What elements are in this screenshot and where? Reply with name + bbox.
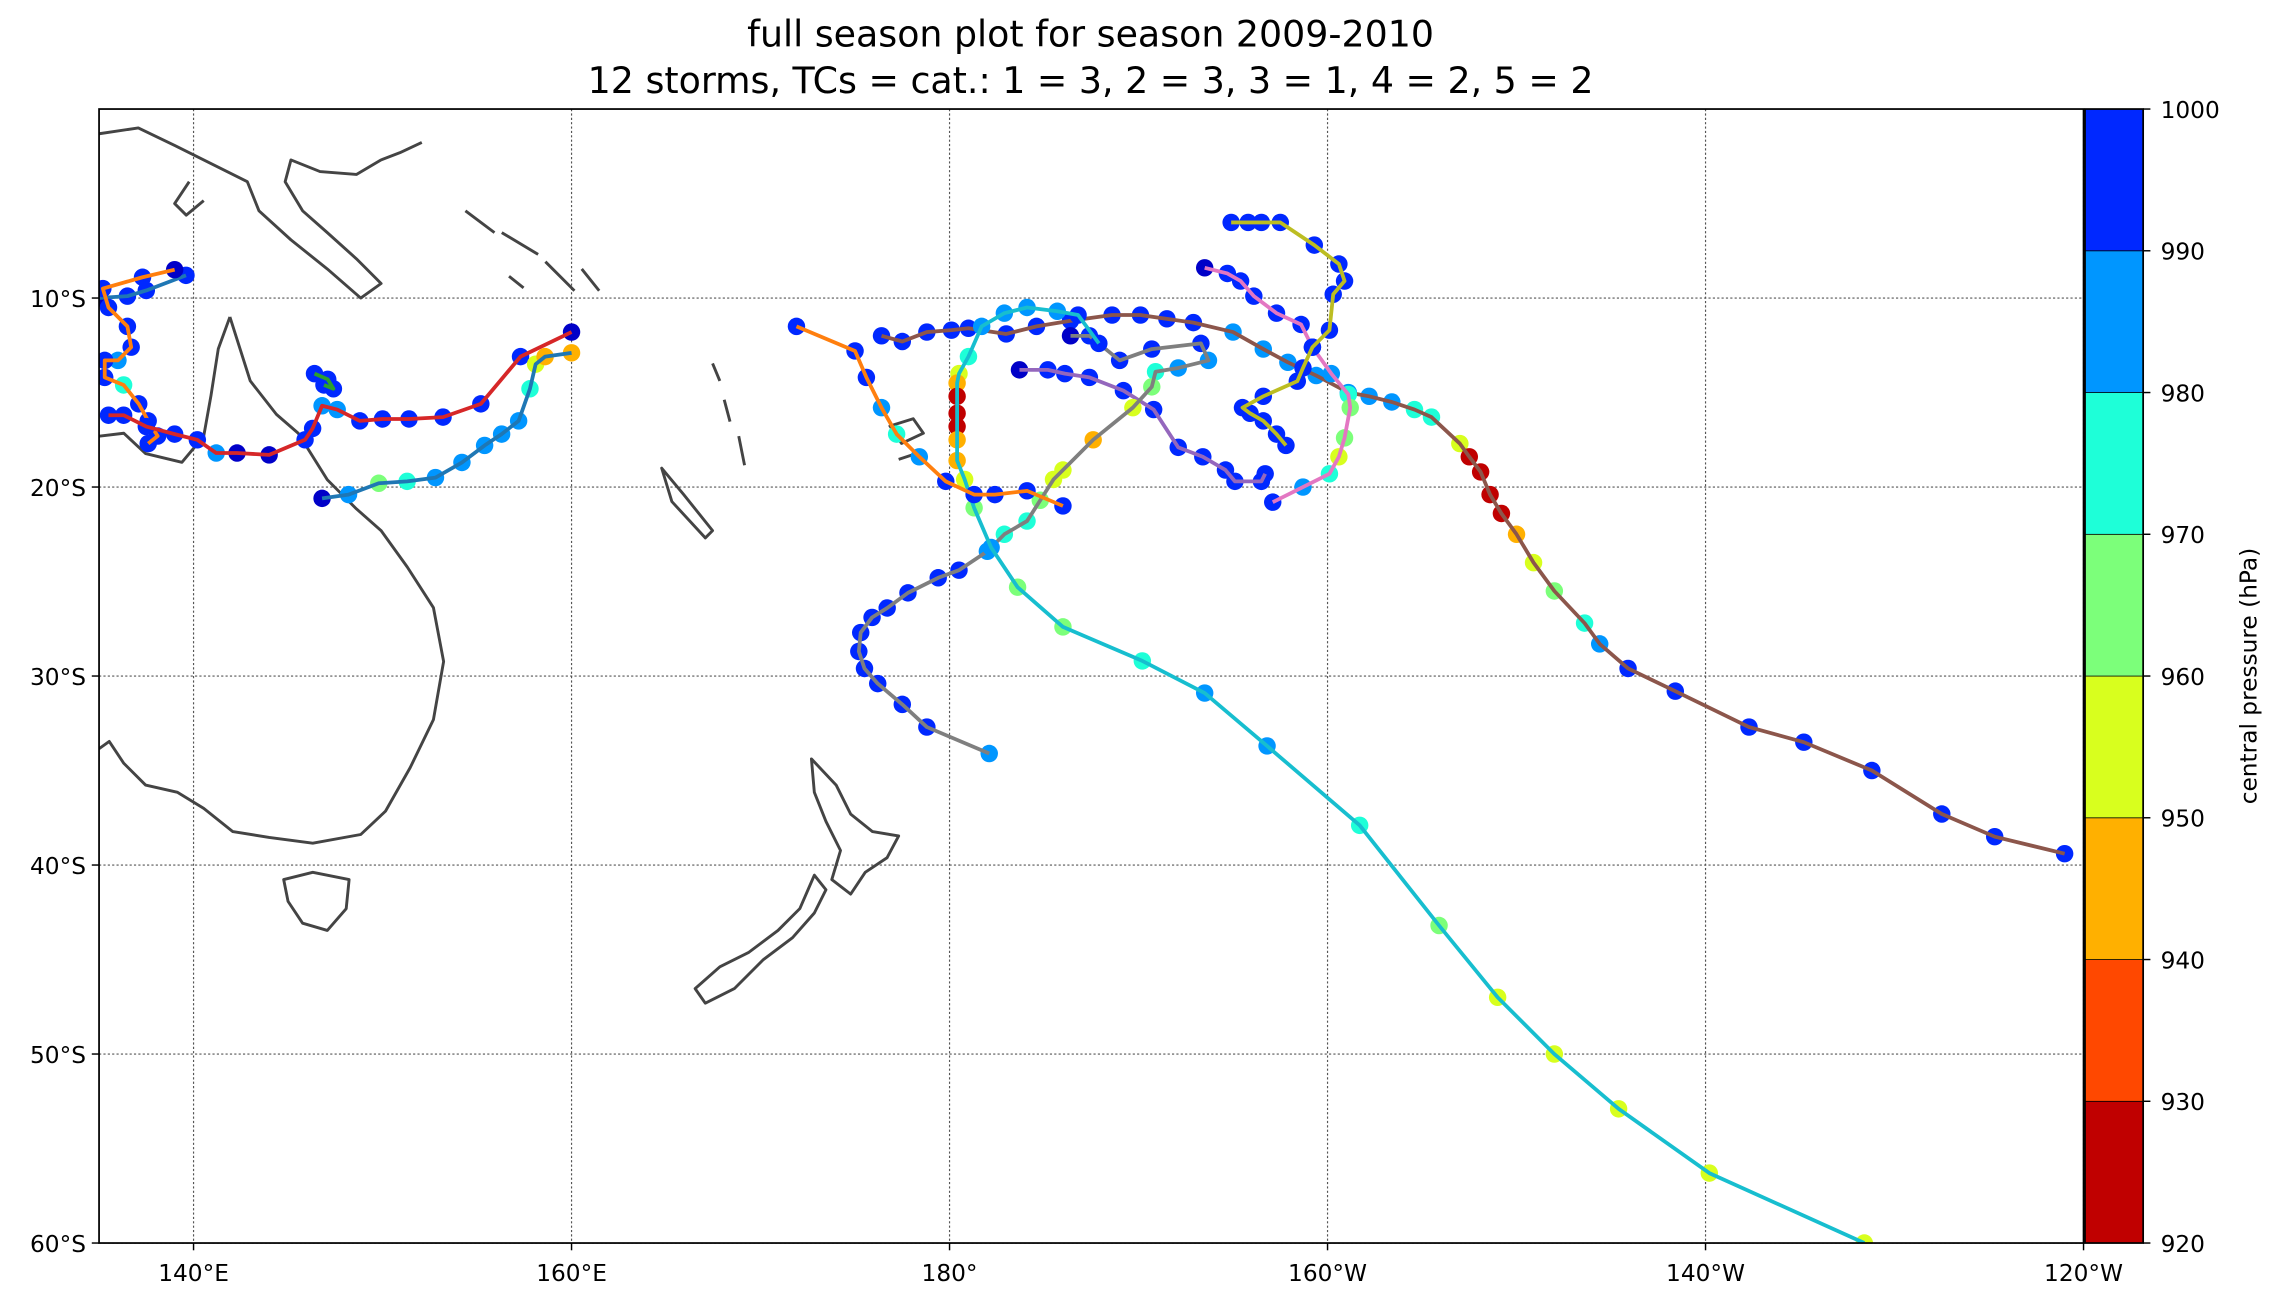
colorbar-tick-label: 980 [2161,380,2205,407]
colorbar-tick-label: 950 [2161,806,2205,833]
track-line [321,350,572,501]
y-tick-label: 20°S [30,475,86,502]
coast-new-caledonia [660,466,715,540]
track-line [795,324,1064,508]
y-tick-label: 60°S [30,1231,86,1258]
track-line [856,333,1211,756]
colorbar-tick-label: 1000 [2161,97,2220,124]
storm-tracks [99,213,2074,1244]
storm-track [313,344,581,508]
y-tick-label: 30°S [30,664,86,691]
storm-track [948,298,1874,1244]
coast-new-zealand-south [693,873,828,1005]
y-tick-label: 50°S [30,1042,86,1069]
axis-ticks: 140°E 160°E 180° 160°W 140°W 120°W 10°S 20°S 30°… [30,286,2123,1287]
track-line [313,371,336,391]
x-tick-label: 180° [922,1260,978,1287]
x-tick-label: 140°W [1666,1260,1745,1287]
colorbar-segment [2084,533,2144,677]
coast-new-zealand-north [809,757,901,896]
y-tick-label: 40°S [30,853,86,880]
storm-track [99,323,581,464]
colorbar-tick-label: 970 [2161,522,2205,549]
track-line [881,313,2066,856]
colorbar-segment [2084,817,2144,960]
track-line [1204,265,1353,504]
colorbar-segment [2084,1100,2144,1244]
colorbar-segment [2084,959,2144,1102]
coast-new-guinea [99,126,423,300]
colorbar-segment [2084,675,2144,819]
y-tick-label: 10°S [30,286,86,313]
track-line [1231,220,1347,447]
coast-tasmania [282,870,351,932]
colorbar-tick-label: 920 [2161,1231,2205,1258]
track-line [955,305,1866,1244]
colorbar-label: central pressure (hPa) [2236,548,2263,805]
storm-track [1010,361,1274,491]
colorbar-segment [2084,108,2144,252]
storm-track [1222,213,1354,455]
coast-vanuatu [711,362,746,466]
track-line [108,330,573,457]
colorbar: 920 930 940 950 960 970 980 990 1000 [2084,97,2220,1258]
colorbar-tick-label: 990 [2161,239,2205,266]
storm-track [872,306,2074,863]
x-tick-label: 160°W [1288,1260,1367,1287]
storm-track [850,327,1218,763]
coastlines [99,126,925,1005]
track-line [99,273,187,300]
storm-track [305,364,343,398]
chart-title: full season plot for season 2009-2010 [747,13,1434,56]
storm-track [787,317,1072,515]
x-tick-label: 120°W [2044,1260,2123,1287]
colorbar-segment [2084,250,2144,393]
chart-subtitle: 12 storms, TCs = cat.: 1 = 3, 2 = 3, 3 =… [588,59,1594,102]
colorbar-tick-label: 940 [2161,947,2205,974]
colorbar-segment [2084,392,2144,535]
coast-solomon-islands [464,209,601,292]
x-tick-label: 160°E [536,1260,607,1287]
track-point [1054,497,1072,515]
track-line [1019,367,1267,484]
coast-australia [99,316,446,845]
colorbar-tick-label: 960 [2161,664,2205,691]
colorbar-tick-label: 930 [2161,1089,2205,1116]
x-tick-label: 140°E [158,1260,229,1287]
